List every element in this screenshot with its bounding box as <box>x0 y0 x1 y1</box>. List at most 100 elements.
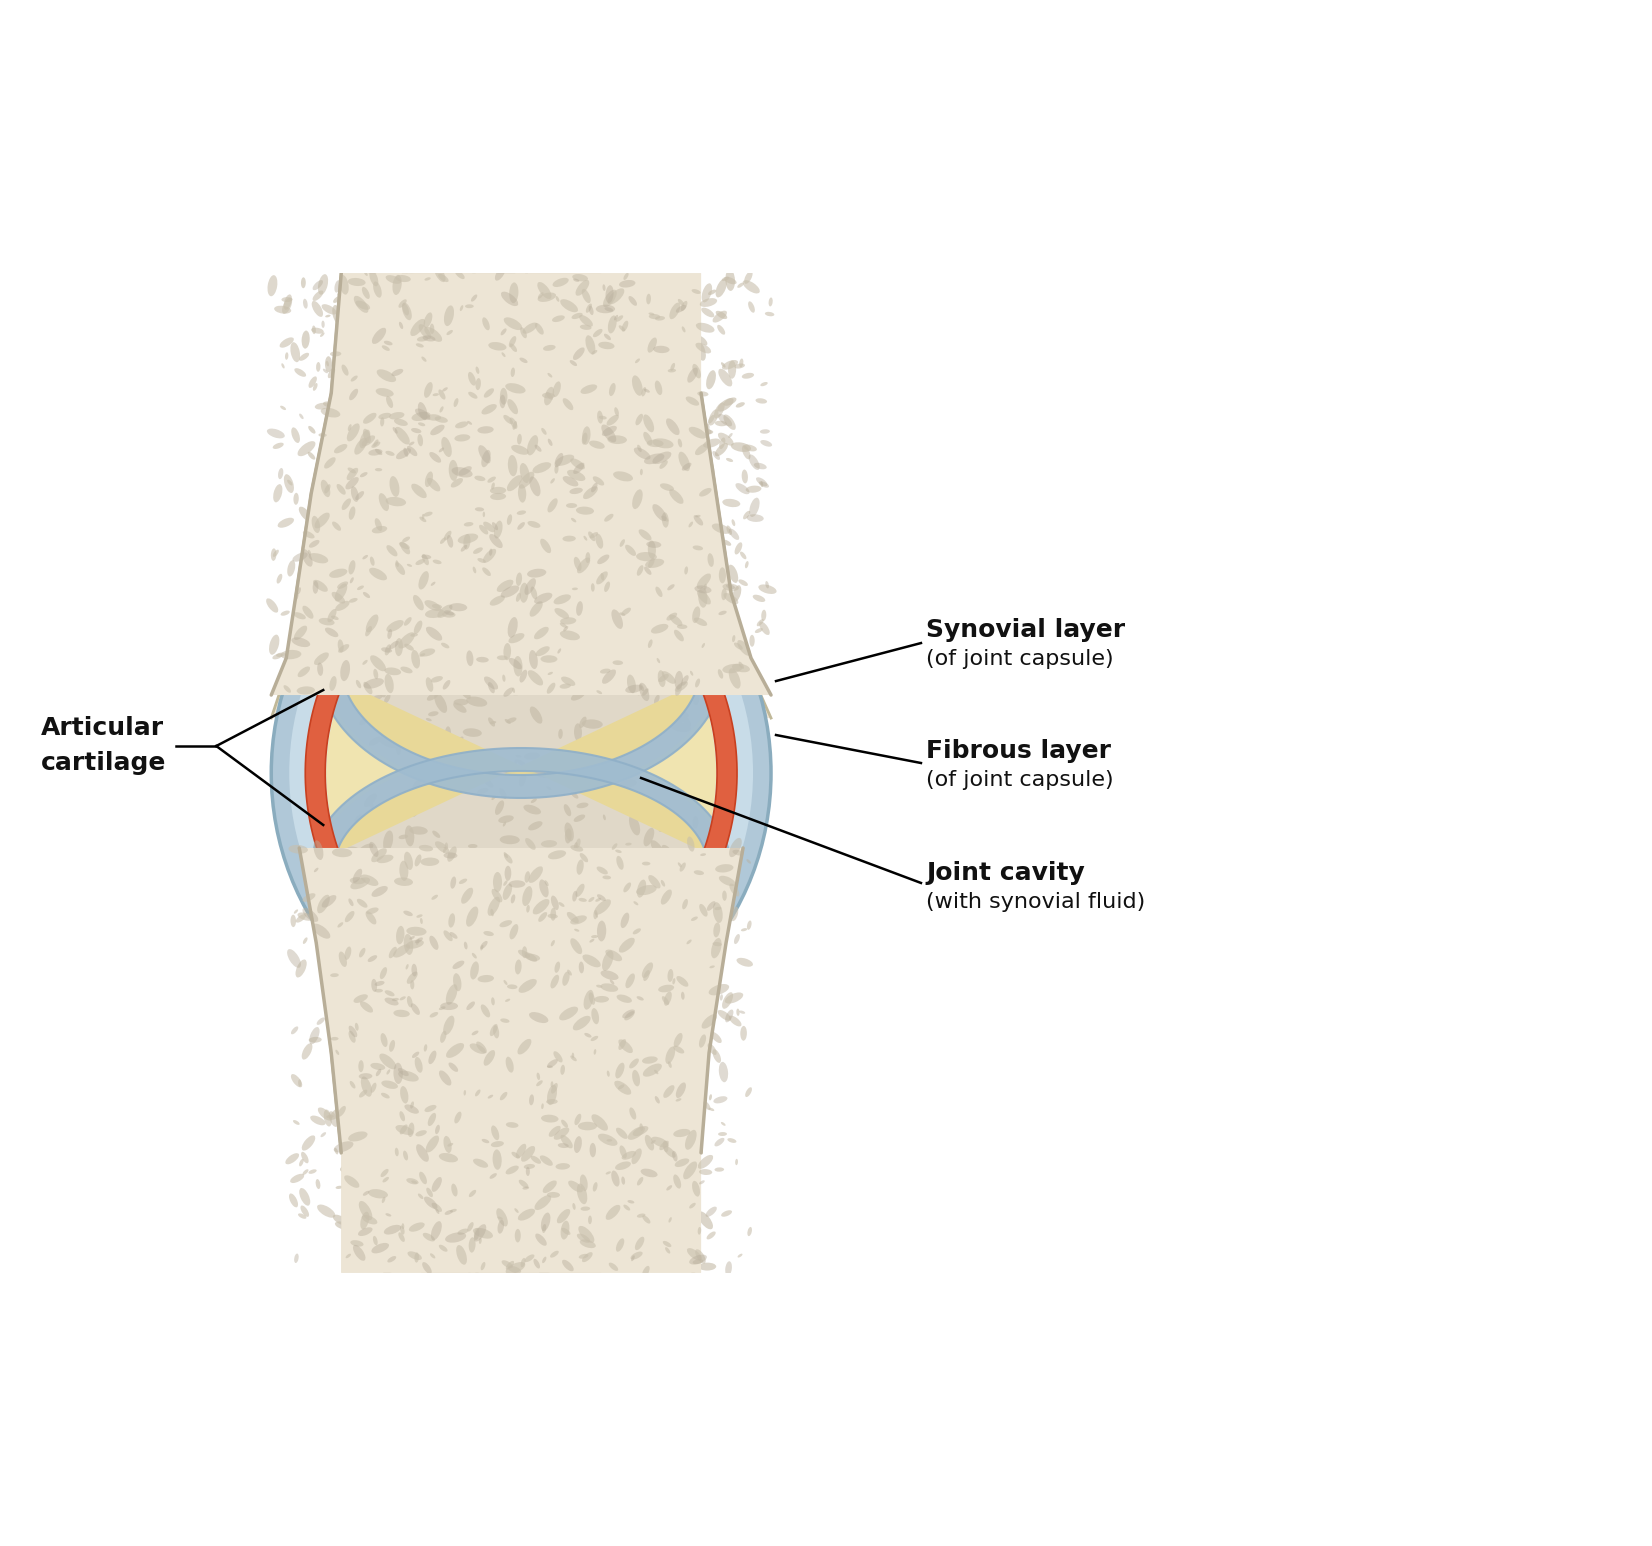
Ellipse shape <box>477 788 489 795</box>
Ellipse shape <box>350 577 354 583</box>
Ellipse shape <box>334 997 349 1006</box>
Ellipse shape <box>458 533 477 544</box>
Ellipse shape <box>689 1203 695 1209</box>
Ellipse shape <box>730 649 743 656</box>
Ellipse shape <box>481 1262 486 1271</box>
Ellipse shape <box>568 676 575 683</box>
Ellipse shape <box>306 557 324 567</box>
Ellipse shape <box>453 651 456 657</box>
Ellipse shape <box>454 434 471 442</box>
Ellipse shape <box>408 1125 416 1141</box>
Ellipse shape <box>481 1039 494 1045</box>
Ellipse shape <box>710 938 722 959</box>
Ellipse shape <box>507 1266 520 1274</box>
Ellipse shape <box>654 598 672 606</box>
Ellipse shape <box>497 656 507 660</box>
Ellipse shape <box>629 722 639 728</box>
Ellipse shape <box>684 1096 699 1102</box>
Ellipse shape <box>405 841 411 855</box>
Ellipse shape <box>406 564 411 567</box>
Ellipse shape <box>291 637 311 648</box>
Ellipse shape <box>378 413 392 419</box>
Ellipse shape <box>426 422 434 441</box>
Ellipse shape <box>667 479 681 498</box>
Ellipse shape <box>682 326 686 332</box>
Ellipse shape <box>520 1146 535 1161</box>
Ellipse shape <box>368 1189 388 1198</box>
Ellipse shape <box>355 546 362 557</box>
Ellipse shape <box>400 507 413 513</box>
Ellipse shape <box>312 516 320 533</box>
Ellipse shape <box>365 614 378 632</box>
Ellipse shape <box>464 942 468 949</box>
Ellipse shape <box>522 618 534 626</box>
Ellipse shape <box>545 880 548 886</box>
Ellipse shape <box>575 657 583 663</box>
Ellipse shape <box>484 778 494 787</box>
Ellipse shape <box>411 1076 430 1087</box>
Ellipse shape <box>464 523 474 527</box>
Ellipse shape <box>639 1008 648 1017</box>
Ellipse shape <box>540 352 548 357</box>
Ellipse shape <box>719 1132 727 1136</box>
Ellipse shape <box>760 621 770 635</box>
Ellipse shape <box>421 357 426 362</box>
Ellipse shape <box>385 668 401 676</box>
Ellipse shape <box>426 414 441 421</box>
Ellipse shape <box>506 1262 514 1269</box>
Ellipse shape <box>327 567 332 574</box>
Ellipse shape <box>633 1125 648 1136</box>
Ellipse shape <box>735 654 738 660</box>
Ellipse shape <box>413 487 428 498</box>
Ellipse shape <box>620 938 634 952</box>
Ellipse shape <box>453 976 461 996</box>
Ellipse shape <box>542 1224 547 1234</box>
Ellipse shape <box>700 977 712 996</box>
Ellipse shape <box>383 830 393 852</box>
Ellipse shape <box>578 1122 596 1130</box>
Ellipse shape <box>638 1177 643 1186</box>
Ellipse shape <box>509 283 519 303</box>
Ellipse shape <box>501 586 519 598</box>
Ellipse shape <box>527 904 530 912</box>
Ellipse shape <box>451 555 456 564</box>
Ellipse shape <box>504 688 514 697</box>
Ellipse shape <box>443 931 453 942</box>
Ellipse shape <box>418 1192 428 1203</box>
Ellipse shape <box>392 325 401 339</box>
Ellipse shape <box>365 626 372 637</box>
Ellipse shape <box>520 462 530 482</box>
Ellipse shape <box>466 883 472 894</box>
Ellipse shape <box>496 801 504 815</box>
Ellipse shape <box>352 408 362 413</box>
Ellipse shape <box>692 606 700 623</box>
Ellipse shape <box>588 824 603 833</box>
Ellipse shape <box>677 863 682 867</box>
Ellipse shape <box>700 595 712 604</box>
Ellipse shape <box>656 713 662 722</box>
Ellipse shape <box>553 382 562 397</box>
Ellipse shape <box>669 1020 676 1028</box>
Ellipse shape <box>415 937 423 943</box>
Ellipse shape <box>411 1051 420 1057</box>
Ellipse shape <box>312 383 317 391</box>
Ellipse shape <box>697 574 710 589</box>
Ellipse shape <box>398 835 408 839</box>
Ellipse shape <box>476 887 481 892</box>
Ellipse shape <box>577 838 580 849</box>
Ellipse shape <box>532 900 550 914</box>
Ellipse shape <box>392 713 395 719</box>
Ellipse shape <box>687 368 697 383</box>
Ellipse shape <box>390 1040 395 1051</box>
Ellipse shape <box>448 1062 458 1071</box>
Ellipse shape <box>563 476 578 487</box>
Ellipse shape <box>646 294 651 305</box>
Ellipse shape <box>560 1221 570 1240</box>
Ellipse shape <box>676 1082 686 1098</box>
Ellipse shape <box>405 996 408 1002</box>
Ellipse shape <box>287 479 292 485</box>
Ellipse shape <box>347 424 360 442</box>
Ellipse shape <box>332 829 342 849</box>
Ellipse shape <box>537 379 542 388</box>
Ellipse shape <box>659 1141 669 1150</box>
